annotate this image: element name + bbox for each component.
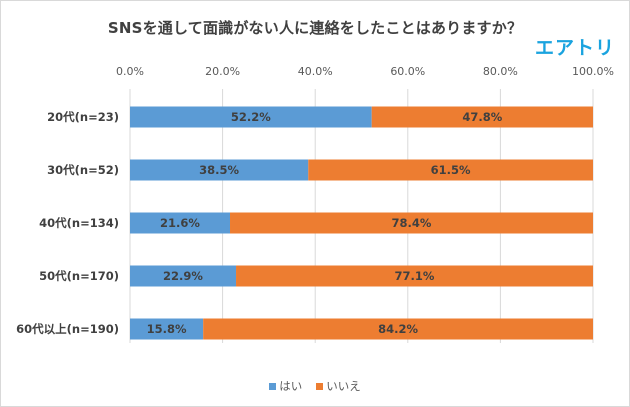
category-label: 60代以上(n=190): [16, 322, 119, 336]
x-tick-label: 60.0%: [390, 65, 425, 78]
data-label: 21.6%: [160, 216, 200, 230]
bar-yes: [130, 265, 237, 287]
bar-no: [230, 212, 593, 234]
bar-no: [203, 318, 594, 340]
category-label: 50代(n=170): [39, 269, 119, 283]
x-tick-label: 0.0%: [116, 65, 144, 78]
data-label: 61.5%: [431, 163, 471, 177]
x-tick-label: 100.0%: [572, 65, 614, 78]
category-label: 20代(n=23): [47, 110, 119, 124]
data-label: 78.4%: [392, 216, 432, 230]
chart-title: SNSを通して面識がない人に連絡をしたことはありますか？: [107, 19, 523, 37]
legend-item-yes: はい: [269, 378, 302, 394]
legend-item-no: いいえ: [316, 378, 361, 394]
data-label: 52.2%: [231, 110, 271, 124]
legend-label: はい: [279, 379, 303, 393]
legend-label: いいえ: [326, 379, 361, 393]
data-label: 84.2%: [378, 322, 418, 336]
category-label: 30代(n=52): [47, 163, 119, 177]
x-tick-label: 20.0%: [205, 65, 240, 78]
legend-swatch: [316, 382, 324, 390]
chart-legend: はい いいえ: [1, 378, 629, 394]
legend-swatch: [269, 382, 277, 390]
bar-yes: [130, 318, 204, 340]
data-label: 47.8%: [462, 110, 502, 124]
x-tick-label: 40.0%: [298, 65, 333, 78]
data-label: 15.8%: [147, 322, 187, 336]
x-tick-label: 80.0%: [483, 65, 518, 78]
airtrip-logo: エアトリ: [535, 37, 616, 59]
bar-no: [308, 159, 593, 181]
data-label: 77.1%: [395, 269, 435, 283]
bar-no: [236, 265, 594, 287]
data-label: 38.5%: [199, 163, 239, 177]
category-label: 40代(n=134): [39, 216, 119, 230]
data-label: 22.9%: [163, 269, 203, 283]
bar-no: [371, 106, 593, 128]
bar-yes: [130, 212, 231, 234]
bar-yes: [130, 159, 309, 181]
bar-yes: [130, 106, 372, 128]
